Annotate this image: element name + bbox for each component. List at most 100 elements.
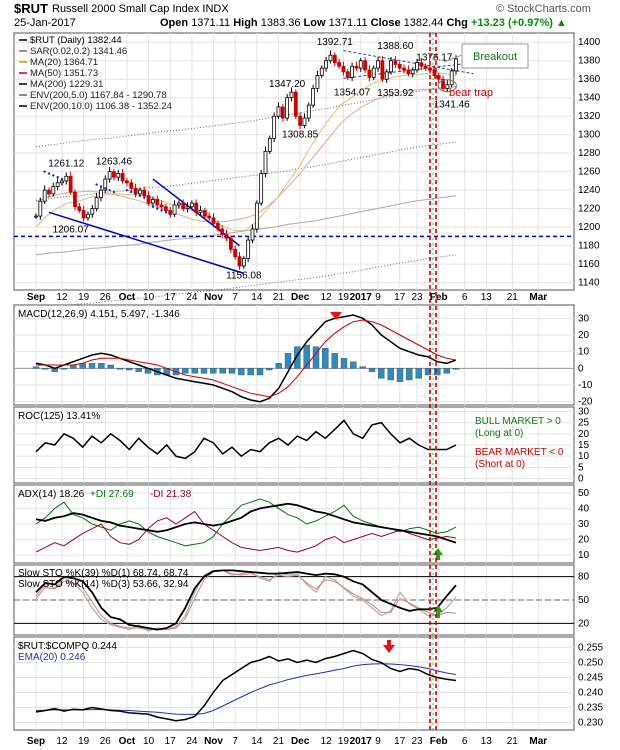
macd-histogram-bar — [396, 368, 404, 382]
candle-body — [380, 60, 385, 80]
sar-dot — [169, 212, 172, 216]
price-panel-ytick-label: 1240 — [578, 185, 601, 196]
candle-body — [289, 91, 294, 99]
sar-dot — [104, 187, 107, 190]
up-arrow-icon: ▲ — [555, 17, 567, 29]
candle-body — [112, 171, 116, 178]
bottom-x-tick-label: 10 — [143, 736, 155, 747]
candle-body — [220, 228, 225, 235]
candle-body — [350, 65, 354, 78]
x-tick-label: 21 — [507, 292, 519, 303]
x-tick-label: 23 — [411, 292, 423, 303]
candle-body — [151, 199, 155, 204]
x-tick-label: 19 — [78, 292, 90, 303]
sar-dot — [52, 174, 55, 177]
plus-di-legend: +DI 27.69 — [90, 489, 134, 500]
x-tick-label: 17 — [165, 292, 177, 303]
candle-body — [163, 206, 168, 211]
candle-body — [142, 189, 147, 197]
macd-histogram-bar — [219, 368, 226, 374]
candle-body — [415, 62, 419, 71]
sar-dot — [112, 190, 116, 194]
x-tick-label: 21 — [273, 292, 285, 303]
breakout-label: Breakout — [473, 51, 517, 63]
price-panel-ytick-label: 1360 — [578, 74, 601, 85]
symbol-label: $RUT — [14, 1, 48, 16]
macd-histogram-bar — [107, 364, 114, 369]
candle-body — [172, 204, 177, 215]
sto-k39-line — [35, 569, 457, 631]
macd-panel-ytick-label: -10 — [578, 380, 593, 391]
candle-body — [324, 60, 329, 69]
candle-body — [436, 75, 441, 80]
sar-dot — [130, 190, 133, 194]
candle-body — [302, 117, 307, 126]
price-panel-ytick-label: 1180 — [578, 241, 600, 252]
candle-body — [202, 210, 207, 217]
candle-body — [64, 175, 69, 182]
macd-histogram-bar — [266, 368, 273, 371]
price-value-label: 1376.17 — [416, 52, 453, 63]
macd-panel-ytick-label: -20 — [578, 397, 593, 408]
macd-histogram-bar — [228, 368, 236, 374]
candle-body — [47, 189, 51, 195]
candle-body — [454, 58, 458, 72]
high-value: 1383.36 — [260, 17, 301, 29]
candle-body — [129, 182, 134, 189]
candle-body — [38, 200, 43, 217]
sar-dot — [60, 177, 64, 181]
roc-panel-ytick-label: 5 — [578, 462, 584, 473]
candle-body — [276, 106, 281, 117]
sar-dot — [160, 209, 163, 212]
price-value-label: 1353.92 — [377, 88, 414, 99]
candle-body — [189, 202, 194, 208]
candle-body — [393, 60, 398, 65]
candle-body — [181, 202, 186, 210]
ratio-red-arrow-stem — [387, 640, 391, 645]
bear-trap-label: bear trap — [449, 87, 493, 99]
candle-body — [99, 189, 103, 198]
macd-histogram-bar — [238, 368, 245, 376]
candle-body — [194, 202, 199, 213]
ratio-legend: $RUT:$COMPQ 0.244 — [18, 641, 117, 652]
x-tick-label: 19 — [338, 292, 350, 303]
bottom-x-tick-label: 13 — [481, 736, 493, 747]
price-panel-ytick-label: 1140 — [578, 278, 600, 289]
candle-body — [406, 69, 411, 75]
candle-body — [389, 60, 393, 73]
x-tick-label: Nov — [204, 292, 223, 303]
ratio-line — [35, 649, 457, 722]
bottom-x-tick-label: 17 — [394, 736, 406, 747]
macd-histogram-bar — [191, 368, 198, 374]
ohlc-readout: Open 1371.11 High 1383.36 Low 1371.11 Cl… — [160, 17, 567, 29]
macd-histogram-bar — [247, 368, 254, 376]
macd-histogram-bar — [294, 346, 301, 369]
candle-body — [34, 215, 38, 218]
candle-body — [259, 173, 264, 204]
candle-body — [90, 208, 95, 215]
index-full-name: Russell 2000 Small Cap Index — [52, 3, 200, 15]
price-value-label: 1354.07 — [334, 88, 371, 99]
sto-panel-ytick-label: 80 — [578, 572, 590, 583]
close-value: 1382.44 — [403, 17, 444, 29]
adx-line — [35, 502, 457, 544]
ratio-ema-legend: EMA(20) 0.246 — [18, 652, 86, 663]
candle-body — [254, 202, 259, 230]
macd-histogram-bar — [424, 368, 432, 376]
price-value-label: 1388.60 — [377, 41, 414, 52]
candle-body — [103, 178, 108, 191]
chg-value: +13.23 (+0.97%) — [470, 17, 553, 29]
candle-body — [81, 210, 86, 219]
price-panel-ytick-label: 1340 — [578, 93, 601, 104]
sto-green-arrow-stem — [436, 612, 440, 618]
price-panel-ytick-label: 1200 — [578, 222, 601, 233]
candle-body — [263, 150, 268, 174]
candle-body — [60, 180, 64, 184]
macd-legend: MACD(12,26,9) 4.151, 5.497, -1.346 — [18, 309, 180, 320]
sar-dot — [125, 188, 129, 192]
bottom-x-tick-label: 19 — [78, 736, 90, 747]
candle-body — [94, 197, 99, 210]
bottom-x-tick-label: 17 — [165, 736, 177, 747]
legend-ma20: MA(20) 1364.71 — [30, 57, 98, 68]
